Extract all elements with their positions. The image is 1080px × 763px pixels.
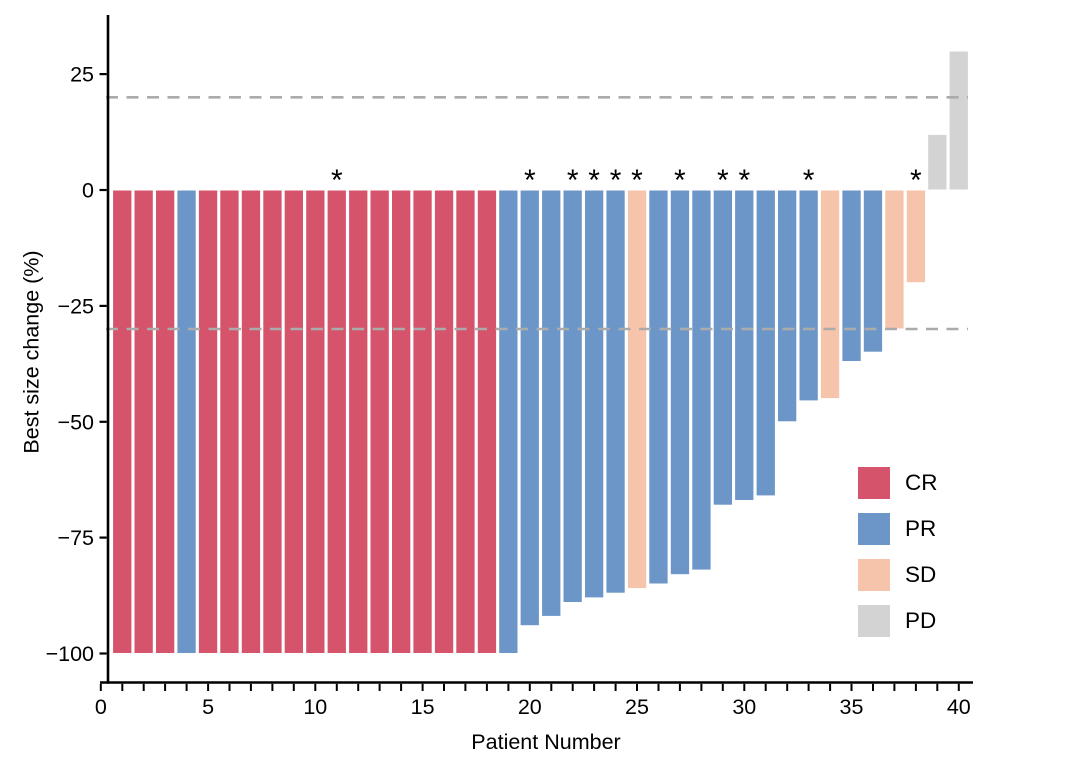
- x-tick-label: 30: [732, 695, 756, 719]
- significance-asterisk-patient-27: *: [674, 164, 686, 197]
- bar-patient-8: [262, 189, 283, 654]
- bar-patient-38: [905, 189, 927, 284]
- significance-asterisk-patient-11: *: [331, 164, 343, 197]
- bar-patient-10: [305, 189, 326, 654]
- x-tick-label: 25: [625, 695, 649, 719]
- x-axis-title: Patient Number: [471, 730, 621, 754]
- bar-patient-25: [626, 189, 648, 590]
- y-axis-title: Best size change (%): [19, 250, 44, 454]
- y-tick-label: 25: [70, 63, 94, 87]
- bar-patient-30: [734, 189, 755, 501]
- bar-patient-26: [648, 189, 669, 585]
- bar-patient-3: [155, 189, 176, 654]
- bar-patient-13: [369, 189, 390, 654]
- significance-asterisk-patient-30: *: [738, 164, 750, 197]
- bar-patient-2: [133, 189, 154, 654]
- legend-swatch-pd: [858, 605, 890, 637]
- y-tick-label: 0: [82, 179, 94, 203]
- bar-patient-19: [498, 189, 519, 654]
- legend-item-cr: CR: [858, 467, 938, 499]
- y-tick-label: −100: [46, 642, 94, 666]
- x-tick-label: 35: [840, 695, 864, 719]
- bar-patient-27: [669, 189, 691, 576]
- y-tick-label: −25: [58, 294, 95, 318]
- legend-label-pr: PR: [905, 516, 937, 541]
- significance-asterisk-patient-29: *: [717, 164, 729, 197]
- bar-patient-36: [862, 189, 884, 353]
- y-tick-label: −50: [58, 410, 95, 434]
- significance-asterisk-patient-33: *: [803, 164, 815, 197]
- significance-asterisk-patient-20: *: [524, 164, 536, 197]
- bar-patient-5: [197, 189, 219, 654]
- x-tick-label: 20: [518, 695, 542, 719]
- legend-item-sd: SD: [858, 559, 938, 591]
- significance-asterisk-patient-22: *: [567, 164, 579, 197]
- bar-patient-1: [112, 189, 133, 654]
- bar-patient-11: [326, 189, 347, 654]
- bar-patient-31: [755, 189, 776, 497]
- significance-asterisk-patient-38: *: [910, 164, 922, 197]
- bar-patient-16: [433, 189, 455, 654]
- significance-asterisk-patient-23: *: [588, 164, 600, 197]
- bar-patient-6: [219, 189, 240, 654]
- legend-swatch-cr: [858, 467, 890, 499]
- legend-item-pr: PR: [858, 513, 938, 545]
- bar-patient-21: [541, 189, 562, 617]
- x-tick-label: 10: [303, 695, 327, 719]
- bar-patient-24: [605, 189, 626, 594]
- x-tick-label: 40: [947, 695, 971, 719]
- bar-patient-37: [884, 189, 905, 330]
- legend-label-pd: PD: [905, 608, 937, 633]
- bar-patient-4: [176, 189, 197, 654]
- bar-patient-28: [691, 189, 712, 571]
- bar-patient-15: [412, 189, 433, 654]
- x-tick-label: 15: [411, 695, 435, 719]
- legend-swatch-sd: [858, 559, 890, 591]
- x-tick-label: 5: [202, 695, 214, 719]
- bar-patient-29: [712, 189, 734, 506]
- bar-patient-18: [476, 189, 498, 654]
- bar-patient-9: [283, 189, 305, 654]
- bar-patient-22: [562, 189, 583, 603]
- bar-patient-39: [927, 133, 948, 191]
- bar-patient-34: [819, 189, 841, 400]
- legend-label-cr: CR: [905, 470, 938, 495]
- bar-patient-35: [841, 189, 862, 362]
- bar-patient-20: [519, 189, 540, 627]
- bar-patient-17: [455, 189, 476, 654]
- significance-asterisk-patient-24: *: [610, 164, 622, 197]
- legend-label-sd: SD: [905, 562, 937, 587]
- x-tick-label: 0: [95, 695, 107, 719]
- bar-patient-12: [348, 189, 369, 654]
- bar-patient-40: [948, 50, 969, 191]
- y-tick-label: −75: [58, 526, 95, 550]
- bar-patient-14: [391, 189, 412, 654]
- legend-item-pd: PD: [858, 605, 938, 637]
- bar-patient-23: [584, 189, 605, 599]
- legend: CR PR SD PD: [858, 467, 938, 637]
- bar-patient-7: [240, 189, 262, 654]
- bar-patient-33: [798, 189, 819, 402]
- legend-swatch-pr: [858, 513, 890, 545]
- bar-patient-32: [777, 189, 798, 423]
- significance-asterisk-patient-25: *: [631, 164, 643, 197]
